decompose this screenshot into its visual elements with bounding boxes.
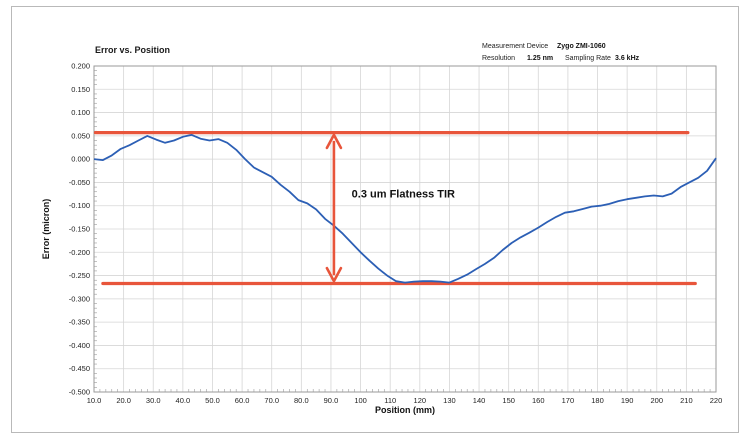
error-series-line <box>93 134 717 284</box>
y-tick-label: 0.200 <box>71 62 90 71</box>
y-tick-label: -0.400 <box>69 341 90 350</box>
x-tick-label: 100 <box>354 396 367 405</box>
x-tick-label: 90.0 <box>324 396 339 405</box>
x-tick-label: 120 <box>414 396 427 405</box>
x-tick-label: 70.0 <box>264 396 279 405</box>
x-tick-label: 190 <box>621 396 634 405</box>
x-axis-label: Position (mm) <box>375 405 435 415</box>
x-tick-label: 170 <box>562 396 575 405</box>
x-tick-label: 210 <box>680 396 693 405</box>
y-tick-label: -0.500 <box>69 388 90 397</box>
x-tick-label: 140 <box>473 396 486 405</box>
x-tick-label: 220 <box>710 396 723 405</box>
x-tick-label: 40.0 <box>176 396 191 405</box>
sampling-rate-value: 3.6 kHz <box>615 55 640 62</box>
x-tick-label: 110 <box>384 396 396 405</box>
y-tick-label: 0.050 <box>71 131 90 140</box>
y-axis-label: Error (micron) <box>41 199 51 260</box>
x-tick-label: 60.0 <box>235 396 250 405</box>
y-tick-label: -0.450 <box>69 364 90 373</box>
x-tick-label: 150 <box>502 396 515 405</box>
device-label: Measurement Device <box>482 43 548 50</box>
y-tick-label: -0.350 <box>69 318 90 327</box>
resolution-label: Resolution <box>482 55 515 62</box>
x-tick-label: 50.0 <box>205 396 220 405</box>
y-tick-label: -0.250 <box>69 271 90 280</box>
x-tick-label: 200 <box>651 396 664 405</box>
resolution-value: 1.25 nm <box>527 55 553 62</box>
tir-annotation-label: 0.3 um Flatness TIR <box>352 188 455 200</box>
x-tick-label: 160 <box>532 396 545 405</box>
sampling-rate-label: Sampling Rate <box>565 55 611 62</box>
x-tick-label: 130 <box>443 396 456 405</box>
y-tick-label: 0.000 <box>71 155 90 164</box>
x-tick-label: 30.0 <box>146 396 161 405</box>
x-tick-label: 10.0 <box>87 396 102 405</box>
y-tick-label: 0.150 <box>71 85 90 94</box>
y-tick-label: -0.150 <box>69 225 90 234</box>
chart-canvas: Error vs. Position Measurement Device Zy… <box>41 43 723 415</box>
tir-arrow-head-bottom <box>325 266 343 283</box>
chart-frame: Error vs. Position Measurement Device Zy… <box>11 6 739 433</box>
y-tick-label: -0.200 <box>69 248 90 257</box>
chart-title: Error vs. Position <box>95 45 170 55</box>
plot-area-border <box>93 65 717 393</box>
x-tick-label: 80.0 <box>294 396 309 405</box>
y-tick-label: -0.100 <box>69 201 90 210</box>
y-tick-label: -0.300 <box>69 294 90 303</box>
x-tick-label: 180 <box>591 396 604 405</box>
y-tick-label: -0.050 <box>69 178 90 187</box>
y-tick-label: 0.100 <box>71 108 90 117</box>
tir-arrow-head-top <box>325 133 343 150</box>
x-tick-label: 20.0 <box>116 396 131 405</box>
device-value: Zygo ZMI-1060 <box>557 43 606 50</box>
